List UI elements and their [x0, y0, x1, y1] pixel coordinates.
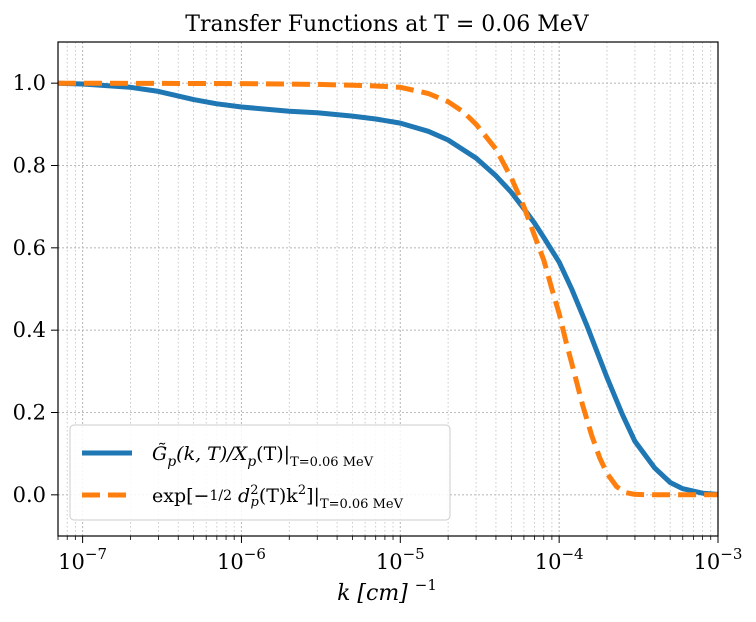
- x-axis-label-exponent: −1: [415, 576, 437, 594]
- y-tick-label: 1.0: [13, 71, 46, 95]
- y-tick-label: 0.8: [13, 154, 46, 178]
- ticks: 10−7 10−6 10−5 10−4 10−3 0.0 0.2 0.4 0.6 0.8 1.0: [13, 71, 743, 574]
- chart-title: Transfer Functions at T = 0.06 MeV: [185, 12, 590, 37]
- x-tick-label: 10−6: [217, 545, 266, 574]
- y-tick-label: 0.0: [13, 483, 46, 507]
- y-tick-label: 0.4: [13, 318, 46, 342]
- series-layer: [58, 80, 718, 498]
- x-tick-label: 10−5: [376, 545, 425, 574]
- series-line-g-ratio: [58, 80, 718, 497]
- x-axis-label: k [cm] −1: [337, 576, 437, 606]
- plot-frame: [57, 41, 719, 537]
- series-line-gaussian: [58, 80, 718, 498]
- x-tick-label: 10−3: [694, 545, 743, 574]
- legend-label-g-ratio: G̃p(k, T)/Xp(T)|T=0.06 MeV: [152, 443, 374, 470]
- legend: G̃p(k, T)/Xp(T)|T=0.06 MeV exp[−1/2 d2 p(T…: [69, 424, 451, 521]
- x-axis-label-main: k [cm]: [337, 581, 408, 606]
- x-tick-label: 10−4: [535, 545, 584, 574]
- y-tick-label: 0.2: [13, 401, 46, 425]
- legend-box: [69, 424, 451, 521]
- y-tick-label: 0.6: [13, 236, 46, 260]
- legend-label-gaussian: exp[−1/2 d2 p(T)k2]|T=0.06 MeV: [152, 483, 404, 512]
- x-tick-label: 10−7: [58, 545, 107, 574]
